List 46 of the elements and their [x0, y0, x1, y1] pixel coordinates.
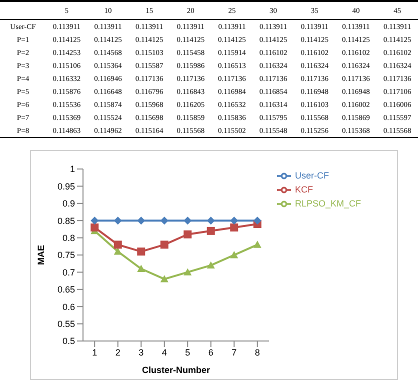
point	[184, 268, 192, 276]
point	[160, 216, 168, 225]
point	[90, 223, 99, 232]
point	[230, 251, 238, 258]
point	[206, 216, 215, 225]
x-axis-title: Cluster-Number	[142, 365, 210, 375]
x-tick-label: 8	[254, 347, 260, 358]
legend-label: RLPSO_KM_CF	[295, 198, 362, 208]
point	[114, 240, 122, 249]
point	[160, 240, 168, 249]
x-tick-label: 3	[138, 347, 144, 358]
point	[114, 248, 122, 255]
point	[114, 216, 122, 225]
legend-label: User-CF	[295, 170, 329, 180]
legend-label: KCF	[295, 184, 313, 194]
point	[137, 264, 146, 272]
y-tick-label: 0.55	[57, 318, 75, 329]
y-tick-label: 0.5	[62, 336, 75, 346]
point	[206, 261, 215, 269]
y-axis-title: MAE	[36, 245, 46, 265]
point	[184, 216, 192, 225]
y-tick-label: 0.85	[57, 216, 75, 226]
x-tick-label: 1	[92, 347, 98, 358]
y-tick-label: 0.9	[62, 198, 75, 209]
point	[253, 216, 262, 225]
point	[90, 216, 99, 225]
point	[230, 216, 238, 225]
point	[137, 248, 146, 256]
x-tick-label: 5	[185, 347, 190, 358]
y-tick-label: 0.7	[62, 267, 75, 278]
x-tick-label: 6	[208, 347, 214, 358]
x-tick-label: 2	[115, 347, 120, 358]
point	[206, 226, 215, 235]
point	[160, 275, 168, 282]
point	[184, 230, 192, 238]
x-tick-label: 7	[232, 347, 237, 358]
point	[253, 240, 262, 248]
point	[137, 216, 146, 225]
y-tick-label: 0.8	[62, 232, 75, 243]
x-tick-label: 4	[162, 347, 167, 358]
y-tick-label: 0.6	[62, 302, 75, 312]
y-tick-label: 1	[70, 164, 75, 174]
point	[230, 223, 238, 232]
y-tick-label: 0.65	[57, 284, 75, 295]
y-tick-label: 0.95	[57, 181, 75, 192]
y-tick-label: 0.75	[57, 250, 75, 260]
